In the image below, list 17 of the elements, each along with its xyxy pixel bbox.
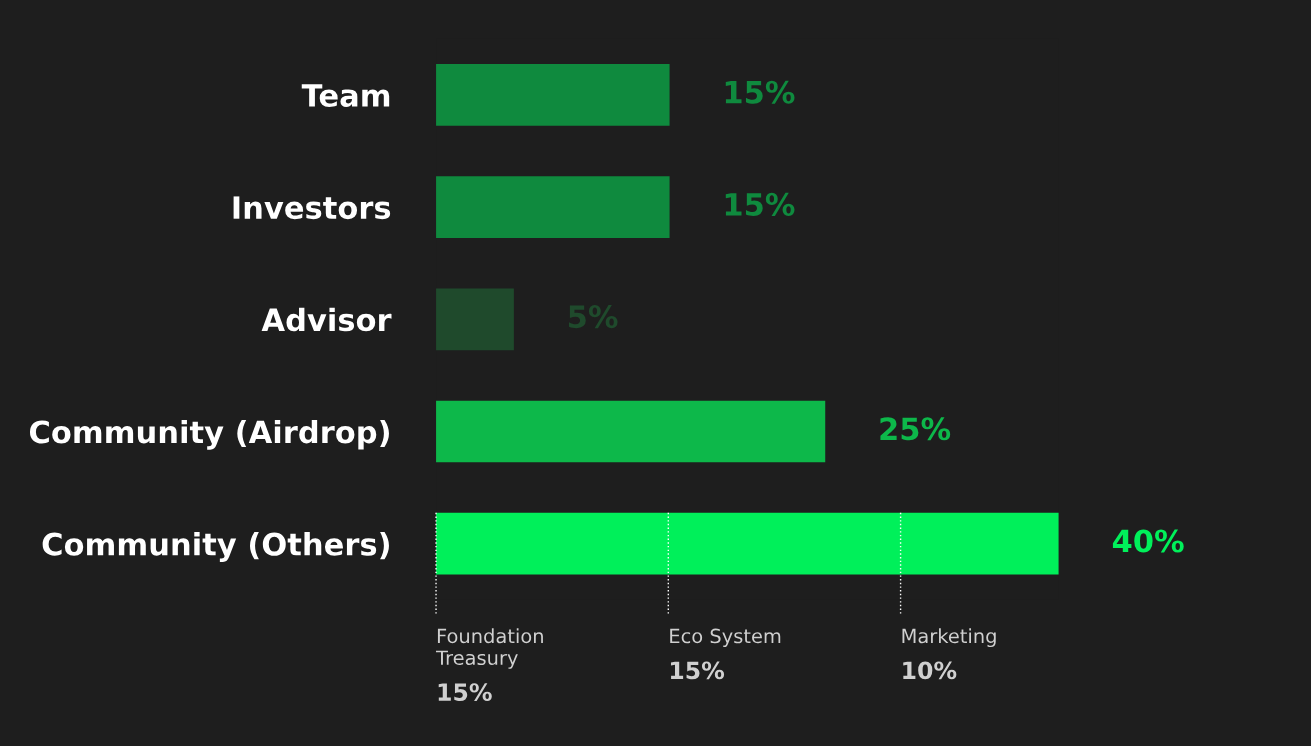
y-tick-label: Investors [233,196,391,220]
bar [436,400,826,463]
data-label: 40% [1112,529,1184,553]
data-label: 15% [725,192,795,216]
y-tick-label: Community (Others) [42,532,389,562]
bar [436,512,1059,575]
text: Foundation Treasury 15% [435,628,543,702]
y-tick-label: Advisor [261,307,392,332]
bar [436,64,670,126]
data-label: 25% [880,417,951,441]
data-label: 15% [725,80,795,104]
text: Marketing 10% [902,628,996,680]
y-tick-label: Team [301,84,390,107]
bar [436,176,670,238]
bar [436,288,514,351]
y-tick-label: Community (Airdrop) [29,419,389,450]
text: Eco System 15% [670,628,781,680]
